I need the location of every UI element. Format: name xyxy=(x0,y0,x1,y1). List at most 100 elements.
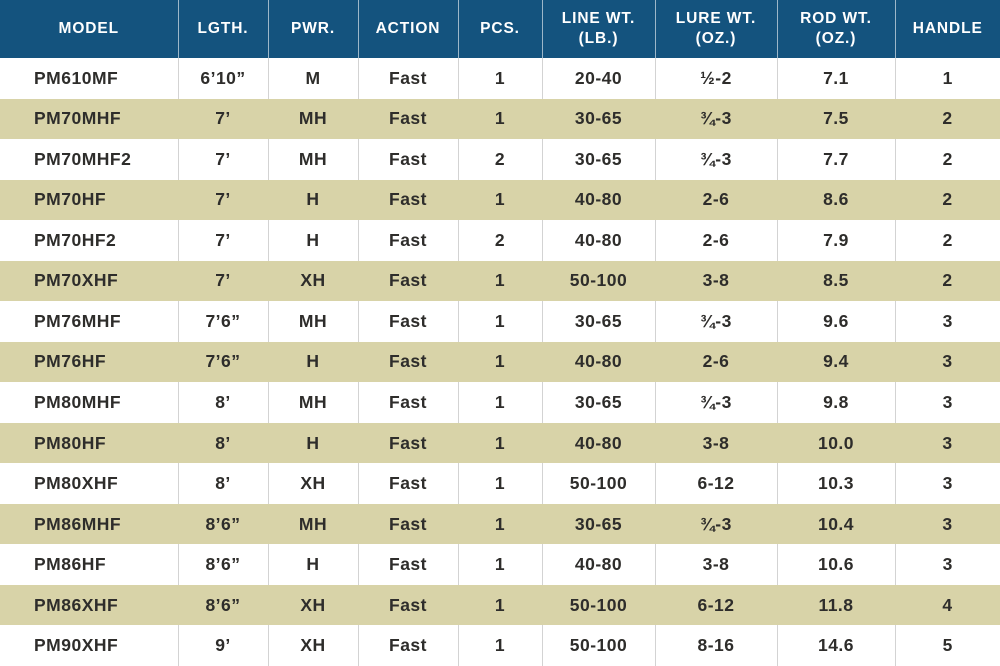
cell-model: PM70MHF xyxy=(34,108,122,129)
cell-rod-wt: 7.1 xyxy=(776,58,895,99)
cell-lure-wt: 6-12 xyxy=(697,594,735,615)
cell-rod-wt: 11.8 xyxy=(818,594,854,615)
cell-handle: 3 xyxy=(894,463,1000,504)
cell-lure-wt: 8-16 xyxy=(654,625,777,666)
cell-lure-wt: 2-6 xyxy=(702,189,730,210)
column-header-lure-wt: LURE WT. (OZ.) xyxy=(654,0,777,58)
cell-line-wt: 30-65 xyxy=(541,139,655,180)
table-row: PM70MHF 7’ MH Fast 1 30-65 ¾-3 7.5 2 xyxy=(0,98,1000,140)
cell-pieces: 1 xyxy=(494,270,506,291)
cell-rod-wt: 10.6 xyxy=(776,544,895,585)
header-row: MODEL LGTH. PWR. ACTION PCS. LINE WT. (L… xyxy=(0,0,1000,58)
cell-action: Fast xyxy=(357,463,458,504)
cell-pieces: 1 xyxy=(457,58,542,99)
cell-lure-wt: ¾-3 xyxy=(654,382,777,423)
cell-model: PM86HF xyxy=(34,554,107,575)
cell-power: M xyxy=(267,58,358,99)
cell-power: XH xyxy=(267,625,358,666)
cell-length: 7’ xyxy=(215,108,231,129)
cell-handle: 3 xyxy=(942,432,953,453)
cell-power: XH xyxy=(300,594,326,615)
cell-pieces: 1 xyxy=(494,513,506,534)
column-header-pieces: PCS. xyxy=(457,0,542,58)
cell-pieces: 1 xyxy=(457,463,542,504)
cell-action: Fast xyxy=(357,139,458,180)
cell-length: 6’10” xyxy=(177,58,268,99)
cell-length: 8’6” xyxy=(205,513,241,534)
cell-action: Fast xyxy=(357,382,458,423)
cell-lure-wt: ¾-3 xyxy=(700,108,732,129)
cell-action: Fast xyxy=(389,108,427,129)
cell-action: Fast xyxy=(357,301,458,342)
table-row: PM86MHF 8’6” MH Fast 1 30-65 ¾-3 10.4 3 xyxy=(0,503,1000,545)
cell-rod-wt: 8.6 xyxy=(823,189,849,210)
cell-action: Fast xyxy=(389,513,427,534)
cell-model: PM76MHF xyxy=(34,310,122,331)
cell-pieces: 1 xyxy=(457,544,542,585)
cell-model: PM90XHF xyxy=(34,635,119,656)
cell-model: PM610MF xyxy=(34,67,119,88)
cell-lure-wt: 3-8 xyxy=(654,544,777,585)
cell-action: Fast xyxy=(389,270,427,291)
table-row: PM610MF 6’10” M Fast 1 20-40 ½-2 7.1 1 xyxy=(0,58,1000,99)
cell-rod-wt: 14.6 xyxy=(776,625,895,666)
column-header-length: LGTH. xyxy=(177,0,268,58)
cell-model: PM70MHF2 xyxy=(34,148,132,169)
cell-length: 7’ xyxy=(215,270,231,291)
column-header-model: MODEL xyxy=(0,0,178,58)
cell-length: 8’6” xyxy=(205,594,241,615)
cell-model: PM70HF2 xyxy=(34,229,117,250)
cell-lure-wt: ¾-3 xyxy=(700,513,732,534)
cell-handle: 2 xyxy=(894,139,1000,180)
table-row: PM86XHF 8’6” XH Fast 1 50-100 6-12 11.8 4 xyxy=(0,584,1000,626)
column-header-power: PWR. xyxy=(267,0,358,58)
cell-rod-wt: 9.8 xyxy=(776,382,895,423)
column-header-line-wt: LINE WT. (LB.) xyxy=(541,0,655,58)
column-header-action: ACTION xyxy=(357,0,458,58)
cell-pieces: 1 xyxy=(494,189,506,210)
cell-lure-wt: ¾-3 xyxy=(654,301,777,342)
cell-action: Fast xyxy=(389,594,427,615)
cell-length: 8’ xyxy=(177,382,268,423)
cell-power: H xyxy=(306,189,320,210)
cell-lure-wt: 2-6 xyxy=(654,220,777,261)
cell-handle: 3 xyxy=(942,513,953,534)
cell-rod-wt: 9.6 xyxy=(776,301,895,342)
cell-length: 7’ xyxy=(177,220,268,261)
cell-line-wt: 30-65 xyxy=(574,513,623,534)
cell-rod-wt: 7.9 xyxy=(776,220,895,261)
cell-length: 8’ xyxy=(215,432,231,453)
table-row: PM80MHF 8’ MH Fast 1 30-65 ¾-3 9.8 3 xyxy=(0,382,1000,423)
cell-power: H xyxy=(306,432,320,453)
table-row: PM70HF 7’ H Fast 1 40-80 2-6 8.6 2 xyxy=(0,179,1000,221)
cell-line-wt: 50-100 xyxy=(569,270,628,291)
cell-model: PM76HF xyxy=(34,351,107,372)
table-row: PM80XHF 8’ XH Fast 1 50-100 6-12 10.3 3 xyxy=(0,463,1000,504)
table-row: PM86HF 8’6” H Fast 1 40-80 3-8 10.6 3 xyxy=(0,544,1000,585)
table-row: PM70HF2 7’ H Fast 2 40-80 2-6 7.9 2 xyxy=(0,220,1000,261)
cell-handle: 2 xyxy=(894,220,1000,261)
cell-pieces: 1 xyxy=(494,432,506,453)
cell-model: PM86XHF xyxy=(34,594,119,615)
cell-length: 8’ xyxy=(177,463,268,504)
cell-handle: 2 xyxy=(942,108,953,129)
cell-line-wt: 40-80 xyxy=(541,220,655,261)
cell-line-wt: 30-65 xyxy=(541,382,655,423)
cell-action: Fast xyxy=(357,220,458,261)
cell-line-wt: 40-80 xyxy=(574,189,623,210)
table-row: PM76HF 7’6” H Fast 1 40-80 2-6 9.4 3 xyxy=(0,341,1000,383)
cell-length: 7’6” xyxy=(177,301,268,342)
cell-action: Fast xyxy=(389,351,427,372)
column-header-handle: HANDLE xyxy=(894,0,1000,58)
cell-length: 7’ xyxy=(177,139,268,180)
cell-model: PM80XHF xyxy=(34,473,119,494)
cell-line-wt: 30-65 xyxy=(541,301,655,342)
cell-model: PM80HF xyxy=(34,432,107,453)
cell-model: PM80MHF xyxy=(34,392,122,413)
cell-line-wt: 20-40 xyxy=(541,58,655,99)
cell-length: 9’ xyxy=(177,625,268,666)
cell-model: PM70XHF xyxy=(34,270,119,291)
cell-line-wt: 40-80 xyxy=(541,544,655,585)
